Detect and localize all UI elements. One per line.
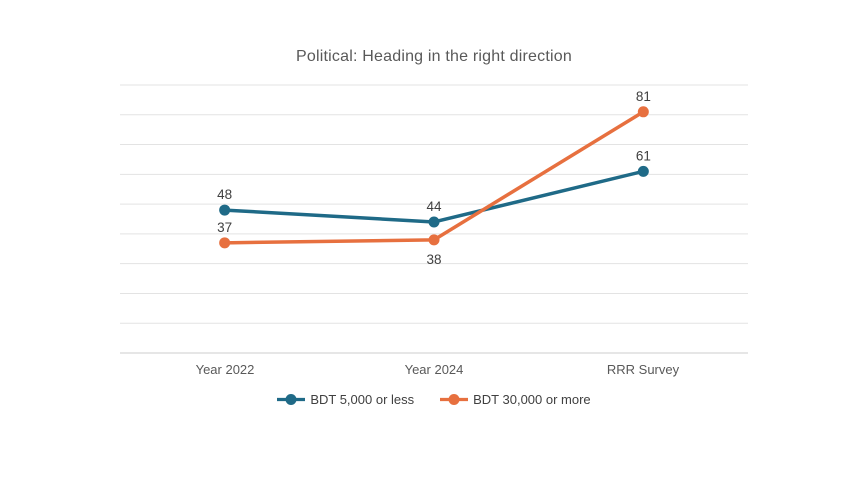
x-axis-label-year-2024: Year 2024 bbox=[404, 362, 464, 377]
chart-legend: BDT 5,000 or less BDT 30,000 or more bbox=[120, 392, 748, 407]
data-label: 38 bbox=[426, 252, 441, 267]
data-point bbox=[428, 216, 440, 228]
data-label: 61 bbox=[636, 148, 651, 163]
data-point bbox=[637, 106, 649, 118]
legend-item-bdt-30000-or-more: BDT 30,000 or more bbox=[440, 392, 591, 407]
chart-title: Political: Heading in the right directio… bbox=[296, 48, 572, 65]
legend-label: BDT 30,000 or more bbox=[473, 392, 591, 407]
data-point bbox=[219, 204, 231, 216]
data-point bbox=[428, 234, 440, 246]
x-axis-label-rrr-survey: RRR Survey bbox=[606, 362, 680, 377]
legend-label: BDT 5,000 or less bbox=[310, 392, 415, 407]
data-point bbox=[637, 165, 649, 177]
data-label: 37 bbox=[217, 220, 232, 235]
legend-line-marker-icon bbox=[277, 394, 306, 405]
series-line bbox=[222, 169, 646, 224]
data-label: 48 bbox=[217, 187, 232, 202]
legend-item-bdt-5000-or-less: BDT 5,000 or less bbox=[277, 392, 414, 407]
data-label: 81 bbox=[636, 89, 651, 104]
data-label: 44 bbox=[426, 199, 442, 214]
legend-line-marker-icon bbox=[440, 394, 469, 405]
data-point bbox=[219, 237, 231, 249]
x-axis-label-year-2022: Year 2022 bbox=[195, 362, 255, 377]
